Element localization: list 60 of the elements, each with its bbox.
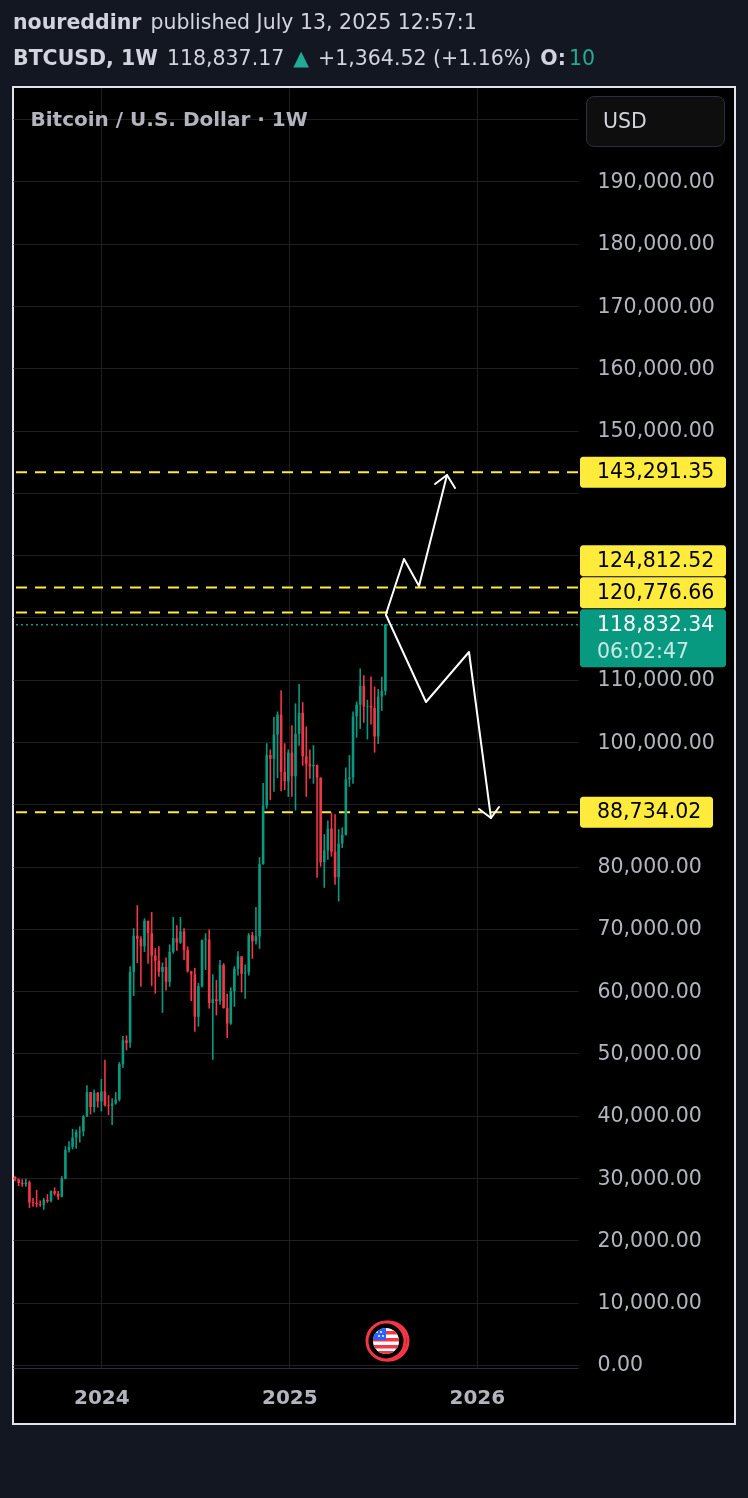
candlestick [287, 748, 290, 798]
candlestick [53, 1186, 56, 1197]
candlestick [179, 916, 182, 945]
candlestick [110, 1097, 114, 1126]
candlestick [89, 1091, 92, 1116]
candlestick [251, 931, 254, 960]
candlestick [269, 748, 272, 801]
x-tick-label: 2025 [262, 1384, 318, 1409]
y-tick-label: 160,000.00 [597, 355, 715, 380]
text: 10 [568, 46, 596, 70]
y-tick-label: 30,000.00 [597, 1165, 702, 1190]
y-tick-label: 80,000.00 [597, 854, 702, 879]
y-tick-label: 70,000.00 [597, 916, 702, 941]
y-tick-label: 10,000.00 [597, 1290, 702, 1315]
text: +1,364.52 (+1.16%) [318, 46, 532, 70]
ref-line-label: 120,776.66 [597, 579, 715, 604]
y-tick-label: 50,000.00 [597, 1040, 702, 1065]
candlestick [64, 1145, 67, 1181]
candlestick [35, 1189, 38, 1209]
x-tick-label: 2024 [74, 1384, 130, 1409]
y-tick-label: 180,000.00 [597, 231, 715, 256]
candlestick [100, 1078, 103, 1113]
y-tick-label: 110,000.00 [597, 667, 715, 692]
y-tick-label: 60,000.00 [597, 978, 702, 1003]
text: Bitcoin / U.S. Dollar · 1W [30, 107, 308, 131]
candlestick [312, 744, 315, 785]
currency-button: USD [586, 96, 725, 147]
y-tick-label: 190,000.00 [597, 168, 715, 193]
ref-line-label: 88,734.02 [597, 799, 702, 824]
candlestick [17, 1177, 20, 1187]
ref-line-label: 118,832.34 06:02:47 [597, 611, 715, 663]
candlestick [143, 917, 146, 953]
text: published July 13, 2025 12:57:1 [150, 10, 477, 34]
candlestick [358, 667, 362, 730]
candlestick [240, 955, 243, 994]
text: 118,837.17 [166, 46, 285, 70]
candlestick [161, 961, 164, 1014]
candlestick [366, 698, 369, 741]
y-tick-label: 0.00 [597, 1352, 644, 1377]
text: noureddinr [13, 10, 142, 34]
candlestick [337, 828, 340, 903]
y-tick-label: 170,000.00 [597, 293, 715, 318]
candlestick [20, 1178, 24, 1188]
candlestick [28, 1179, 31, 1209]
candlestick [125, 1034, 128, 1052]
y-tick-label: 150,000.00 [597, 418, 715, 443]
x-tick-label: 2026 [449, 1384, 506, 1409]
ref-line-label: 124,812.52 [597, 547, 715, 572]
candlestick [38, 1199, 42, 1208]
candlestick [215, 979, 218, 1017]
candlestick [71, 1128, 74, 1151]
text: BTCUSD, 1W [13, 46, 158, 70]
ref-line-label: 143,291.35 [597, 459, 715, 484]
y-tick-label: 40,000.00 [597, 1103, 702, 1128]
text: O: [540, 46, 566, 70]
y-tick-label: 100,000.00 [597, 729, 715, 754]
text: ▲ [293, 46, 310, 70]
candlestick [46, 1193, 49, 1204]
y-tick-label: 20,000.00 [597, 1227, 702, 1252]
candlestick [175, 924, 179, 952]
